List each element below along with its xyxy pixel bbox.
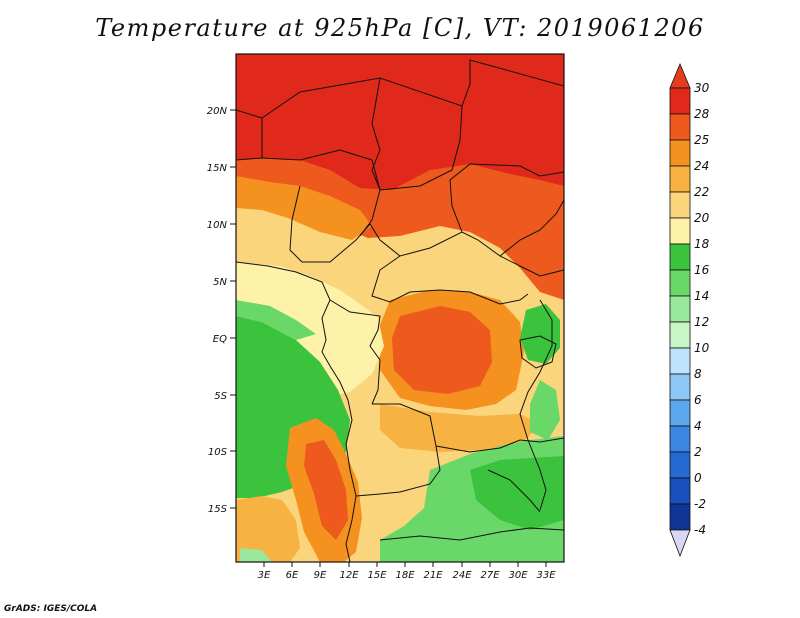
colorbar-segment bbox=[669, 165, 691, 193]
lon-label-15e: 15E bbox=[367, 570, 387, 581]
colorbar-segment bbox=[669, 399, 691, 427]
colorbar-label: 16 bbox=[694, 263, 710, 277]
colorbar-label: 28 bbox=[694, 107, 710, 121]
credit-text: GrADS: IGES/COLA bbox=[4, 604, 98, 614]
colorbar-label: -2 bbox=[694, 497, 706, 511]
colorbar-label: 2 bbox=[694, 445, 702, 459]
country-borders bbox=[236, 59, 564, 562]
field-light-green-ocean bbox=[236, 300, 316, 340]
colorbar-label: 24 bbox=[694, 159, 709, 173]
colorbar-label: 22 bbox=[694, 185, 709, 199]
colorbar-segment bbox=[669, 451, 691, 479]
colorbar-label: 30 bbox=[694, 81, 710, 95]
lon-label-27e: 27E bbox=[480, 570, 500, 581]
colorbar-segment bbox=[669, 87, 691, 115]
field-dark-green-southeast bbox=[470, 456, 564, 530]
colorbar-label: 18 bbox=[694, 237, 710, 251]
lat-label-15s: 15S bbox=[208, 504, 228, 515]
colorbar-segment bbox=[669, 373, 691, 401]
lat-label-20n: 20N bbox=[207, 106, 228, 117]
lon-label-6e: 6E bbox=[286, 570, 299, 581]
colorbar-label: 20 bbox=[694, 211, 710, 225]
colorbar-segment bbox=[669, 477, 691, 505]
colorbar-label: 0 bbox=[694, 471, 702, 485]
latitude-axis: 20N 15N 10N 5N EQ 5S 10S 15S bbox=[207, 106, 236, 515]
colorbar-segment bbox=[669, 243, 691, 271]
lon-label-24e: 24E bbox=[452, 570, 472, 581]
field-ocean-southwest bbox=[236, 496, 300, 562]
field-red-angola bbox=[304, 440, 348, 540]
colorbar-top-tip bbox=[669, 62, 691, 89]
lon-label-21e: 21E bbox=[423, 570, 443, 581]
colorbar-segment bbox=[669, 191, 691, 219]
field-green-eastern-rift bbox=[530, 380, 560, 440]
longitude-axis: 3E 6E 9E 12E 15E 18E 21E 24E 27E 30E 33E bbox=[258, 562, 556, 581]
colorbar-segment bbox=[669, 295, 691, 323]
field-light-green-sw bbox=[240, 548, 272, 562]
colorbar-label: 14 bbox=[694, 289, 709, 303]
lat-label-5n: 5N bbox=[213, 277, 227, 288]
lon-label-12e: 12E bbox=[339, 570, 359, 581]
lon-label-9e: 9E bbox=[314, 570, 327, 581]
lon-label-3e: 3E bbox=[258, 570, 271, 581]
colorbar-segment bbox=[669, 321, 691, 349]
lat-label-15n: 15N bbox=[207, 163, 228, 174]
lon-label-30e: 30E bbox=[508, 570, 528, 581]
map-title: Temperature at 925hPa [C], VT: 201906120… bbox=[95, 14, 705, 42]
field-green-lakes bbox=[520, 304, 560, 364]
temperature-field bbox=[236, 54, 564, 562]
colorbar-label: 8 bbox=[694, 367, 702, 381]
colorbar-segment bbox=[669, 269, 691, 297]
lat-label-10n: 10N bbox=[207, 220, 228, 231]
lat-label-10s: 10S bbox=[208, 447, 228, 458]
lat-label-eq: EQ bbox=[213, 334, 227, 345]
colorbar-bottom-tip bbox=[669, 529, 691, 558]
colorbar-label: 4 bbox=[694, 419, 702, 433]
field-red-congo bbox=[392, 306, 492, 394]
colorbar bbox=[669, 62, 691, 558]
lake-outline bbox=[519, 335, 557, 369]
colorbar-label: 10 bbox=[694, 341, 710, 355]
lon-label-18e: 18E bbox=[395, 570, 415, 581]
colorbar-segment bbox=[669, 113, 691, 141]
colorbar-segment bbox=[669, 347, 691, 375]
colorbar-label: 6 bbox=[694, 393, 702, 407]
colorbar-segment bbox=[669, 425, 691, 453]
field-orange-sahel-west bbox=[236, 176, 372, 240]
lon-label-33e: 33E bbox=[536, 570, 556, 581]
colorbar-segment bbox=[669, 217, 691, 245]
coastline bbox=[236, 261, 357, 562]
colorbar-label: -4 bbox=[694, 523, 706, 537]
colorbar-labels: 30 28 25 24 22 20 18 16 14 12 10 8 6 4 2… bbox=[694, 81, 710, 537]
field-orange-south bbox=[380, 404, 540, 452]
lat-label-5s: 5S bbox=[214, 391, 227, 402]
map-frame bbox=[235, 53, 565, 563]
colorbar-label: 12 bbox=[694, 315, 709, 329]
colorbar-label: 25 bbox=[694, 133, 709, 147]
colorbar-segment bbox=[669, 139, 691, 167]
